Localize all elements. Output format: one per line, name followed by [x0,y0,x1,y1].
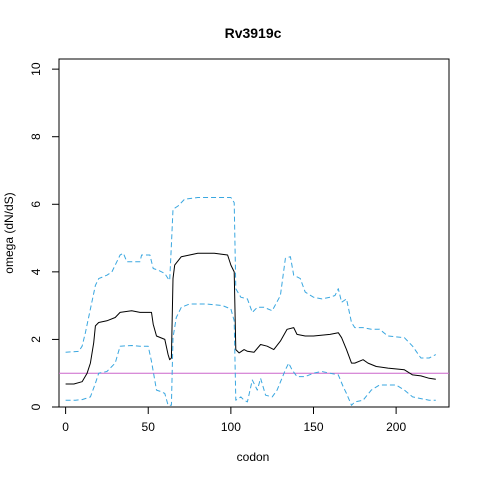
y-axis: 0 2 4 6 8 10 [29,62,60,410]
y-tick-label: 4 [29,268,43,275]
x-axis: 0 50 100 150 200 [62,406,406,434]
x-tick-label: 50 [142,420,156,434]
y-tick-label: 6 [29,201,43,208]
series-line-upper [65,197,437,359]
x-tick-label: 100 [221,420,241,434]
x-tick-label: 150 [303,420,323,434]
y-tick-label: 2 [29,336,43,343]
x-tick-label: 200 [386,420,406,434]
series-line-estimate [65,252,436,385]
y-axis-label: omega (dN/dS) [2,192,16,273]
series-line-lower [65,303,436,406]
y-tick-label: 10 [29,62,43,76]
y-tick-label: 8 [29,133,43,140]
y-tick-label: 0 [29,403,43,410]
x-tick-label: 0 [62,420,69,434]
chart-title: Rv3919c [225,25,282,41]
plot-frame [58,58,450,408]
x-axis-label: codon [237,450,270,464]
series-layer [65,197,437,406]
